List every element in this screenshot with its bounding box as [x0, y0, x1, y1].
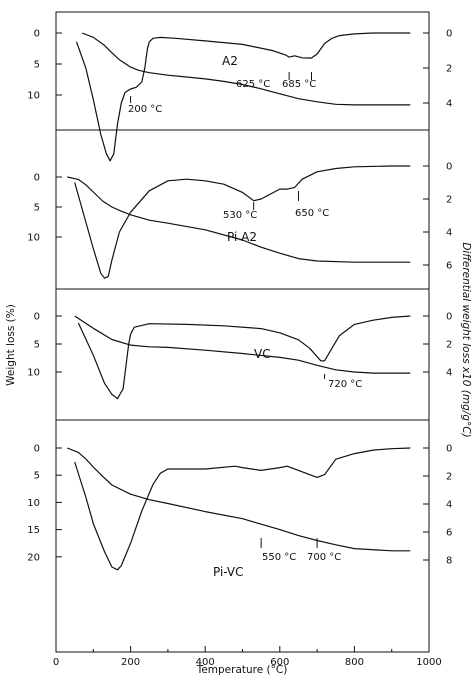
x-tick-label: 800	[345, 657, 364, 668]
left-tick-label: 0	[34, 29, 40, 40]
left-tick-label: 10	[27, 498, 40, 509]
dtg-curve-pi-vc	[74, 447, 411, 571]
right-y-axis: 0 2 4 0 2 4 6 0 2 4 0 2 4 6 8	[423, 29, 452, 567]
annotation-650c: 650 °C	[295, 208, 329, 219]
panel-separators	[56, 129, 429, 421]
panel-label-pi-vc: Pi-VC	[213, 565, 244, 579]
left-tick-label: 10	[27, 233, 40, 244]
right-tick-label: 4	[446, 368, 452, 379]
right-tick-label: 2	[446, 472, 452, 483]
left-tick-label: 20	[27, 552, 40, 563]
left-axis-title: Weight loss (%)	[5, 304, 17, 386]
annotation-550c: 550 °C	[262, 552, 296, 563]
annotation-685c: 685 °C	[282, 79, 316, 90]
right-tick-label: 0	[446, 162, 452, 173]
tg-curve-pi-vc	[66, 447, 411, 552]
right-tick-label: 0	[446, 312, 452, 323]
tg-curve-a2	[81, 32, 411, 106]
annotation-625c: 625 °C	[236, 79, 270, 90]
curves	[66, 32, 411, 571]
right-tick-label: 4	[446, 99, 452, 110]
right-tick-label: 4	[446, 500, 452, 511]
left-tick-label: 5	[34, 60, 40, 71]
right-tick-label: 2	[446, 340, 452, 351]
dtg-curve-a2	[75, 32, 411, 162]
right-tick-label: 8	[446, 556, 452, 567]
x-tick-label: 1000	[416, 657, 441, 668]
tg-curve-pi-a2	[67, 176, 411, 263]
left-tick-label: 15	[27, 525, 40, 536]
annotation-200c: 200 °C	[128, 104, 162, 115]
peak-markers	[130, 72, 326, 548]
left-tick-label: 0	[34, 444, 40, 455]
right-axis-title: Differential weight loss x10 (mg/g°C)	[460, 242, 472, 437]
annotation-700c: 700 °C	[307, 552, 341, 563]
right-tick-label: 0	[446, 444, 452, 455]
left-tick-label: 10	[27, 91, 40, 102]
right-tick-label: 2	[446, 64, 452, 75]
panel-label-vc: VC	[254, 347, 271, 361]
panel-label-pi-a2: Pi A2	[227, 230, 257, 244]
x-tick-label: 600	[270, 657, 289, 668]
x-axis-title: Temperature (°C)	[196, 664, 288, 676]
dtg-curve-pi-a2	[74, 165, 411, 279]
right-tick-label: 0	[446, 29, 452, 40]
annotation-530c: 530 °C	[223, 210, 257, 221]
panel-label-a2: A2	[222, 54, 238, 68]
left-tick-label: 5	[34, 471, 40, 482]
left-tick-label: 5	[34, 340, 40, 351]
plot-frame	[55, 11, 430, 653]
annotation-720c: 720 °C	[328, 379, 362, 390]
x-tick-label: 0	[53, 657, 59, 668]
x-axis: 0 200 400 600 800 1000	[53, 646, 442, 668]
right-tick-label: 4	[446, 228, 452, 239]
left-tick-label: 10	[27, 368, 40, 379]
right-tick-label: 2	[446, 195, 452, 206]
left-tick-label: 0	[34, 312, 40, 323]
left-tick-label: 5	[34, 203, 40, 214]
right-tick-label: 6	[446, 528, 452, 539]
tg-curve-vc	[74, 315, 411, 374]
right-tick-label: 6	[446, 261, 452, 272]
x-tick-label: 400	[196, 657, 215, 668]
left-y-axis: 0 5 10 0 5 10 0 5 10 0 5 10 15 20	[27, 29, 62, 563]
dtg-curve-vc	[77, 315, 411, 400]
left-tick-label: 0	[34, 173, 40, 184]
x-tick-label: 200	[121, 657, 140, 668]
